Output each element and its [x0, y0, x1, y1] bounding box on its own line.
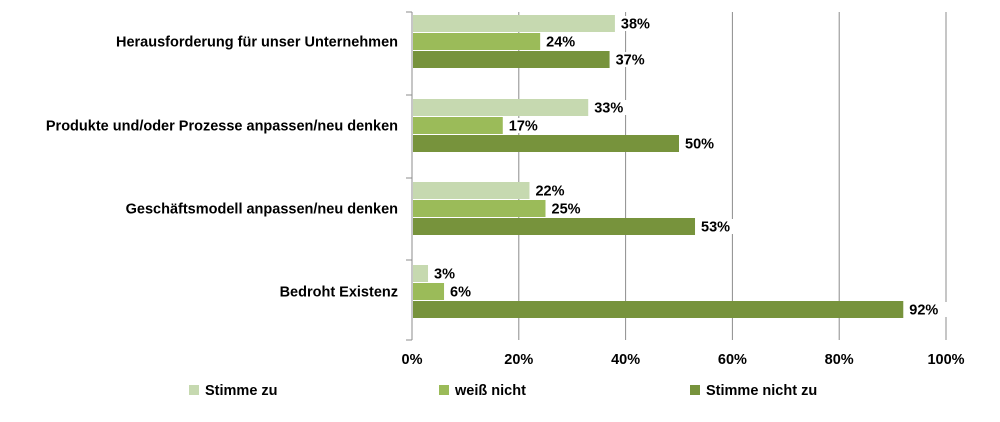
data-label-background — [432, 266, 473, 281]
x-tick-label: 60% — [718, 352, 747, 368]
bars — [413, 15, 904, 318]
data-label: 22% — [535, 184, 564, 200]
legend-label: weiß nicht — [454, 383, 526, 399]
data-label: 6% — [450, 285, 471, 301]
bar — [413, 99, 589, 116]
legend-label: Stimme nicht zu — [706, 383, 817, 399]
data-label-background — [544, 34, 585, 49]
data-label: 38% — [621, 17, 650, 33]
bar — [413, 218, 696, 235]
data-label: 92% — [909, 303, 938, 319]
bar — [413, 283, 445, 300]
data-label-background — [506, 118, 547, 133]
bar — [413, 51, 610, 68]
x-tick-label: 100% — [927, 352, 964, 368]
data-label: 17% — [509, 119, 538, 135]
data-label-background — [907, 302, 948, 317]
category-label: Produkte und/oder Prozesse anpassen/neu … — [46, 119, 398, 135]
bar — [413, 265, 429, 282]
data-label: 50% — [685, 137, 714, 153]
data-label-background — [618, 16, 659, 31]
category-label: Herausforderung für unser Unternehmen — [116, 35, 398, 51]
data-label: 25% — [552, 202, 581, 218]
legend: Stimme zu weiß nicht Stimme nicht zu — [189, 383, 817, 399]
data-label: 53% — [701, 220, 730, 236]
bar — [413, 182, 530, 199]
data-label: 24% — [546, 35, 575, 51]
data-label-background — [549, 201, 590, 216]
legend-label: Stimme zu — [205, 383, 278, 399]
data-labels: 38% 24% 37% 33% 17% 50% 22% 25% 53% 3% 6% 92% — [432, 16, 948, 319]
x-tick-labels: 0% 20% 40% 60% 80% 100% — [402, 352, 965, 368]
data-label-background — [613, 52, 654, 67]
x-tick-label: 40% — [611, 352, 640, 368]
data-label: 37% — [616, 53, 645, 69]
bar — [413, 33, 541, 50]
bar — [413, 200, 546, 217]
data-label-background — [699, 219, 740, 234]
category-labels: Herausforderung für unser Unternehmen Pro… — [46, 35, 398, 301]
bar — [413, 301, 904, 318]
x-tick-label: 20% — [504, 352, 533, 368]
category-label: Bedroht Existenz — [280, 285, 398, 301]
bar — [413, 15, 615, 32]
legend-swatch — [189, 385, 199, 395]
category-label: Geschäftsmodell anpassen/neu denken — [126, 202, 398, 218]
data-label-background — [533, 183, 574, 198]
x-tick-label: 0% — [402, 352, 423, 368]
legend-swatch — [439, 385, 449, 395]
data-label-background — [592, 100, 633, 115]
axes — [406, 11, 413, 341]
bar — [413, 117, 503, 134]
bar — [413, 135, 679, 152]
data-label: 33% — [594, 101, 623, 117]
legend-swatch — [690, 385, 700, 395]
x-tick-label: 80% — [825, 352, 854, 368]
data-label-background — [683, 136, 723, 151]
data-label-background — [448, 284, 489, 299]
data-label: 3% — [434, 267, 455, 283]
